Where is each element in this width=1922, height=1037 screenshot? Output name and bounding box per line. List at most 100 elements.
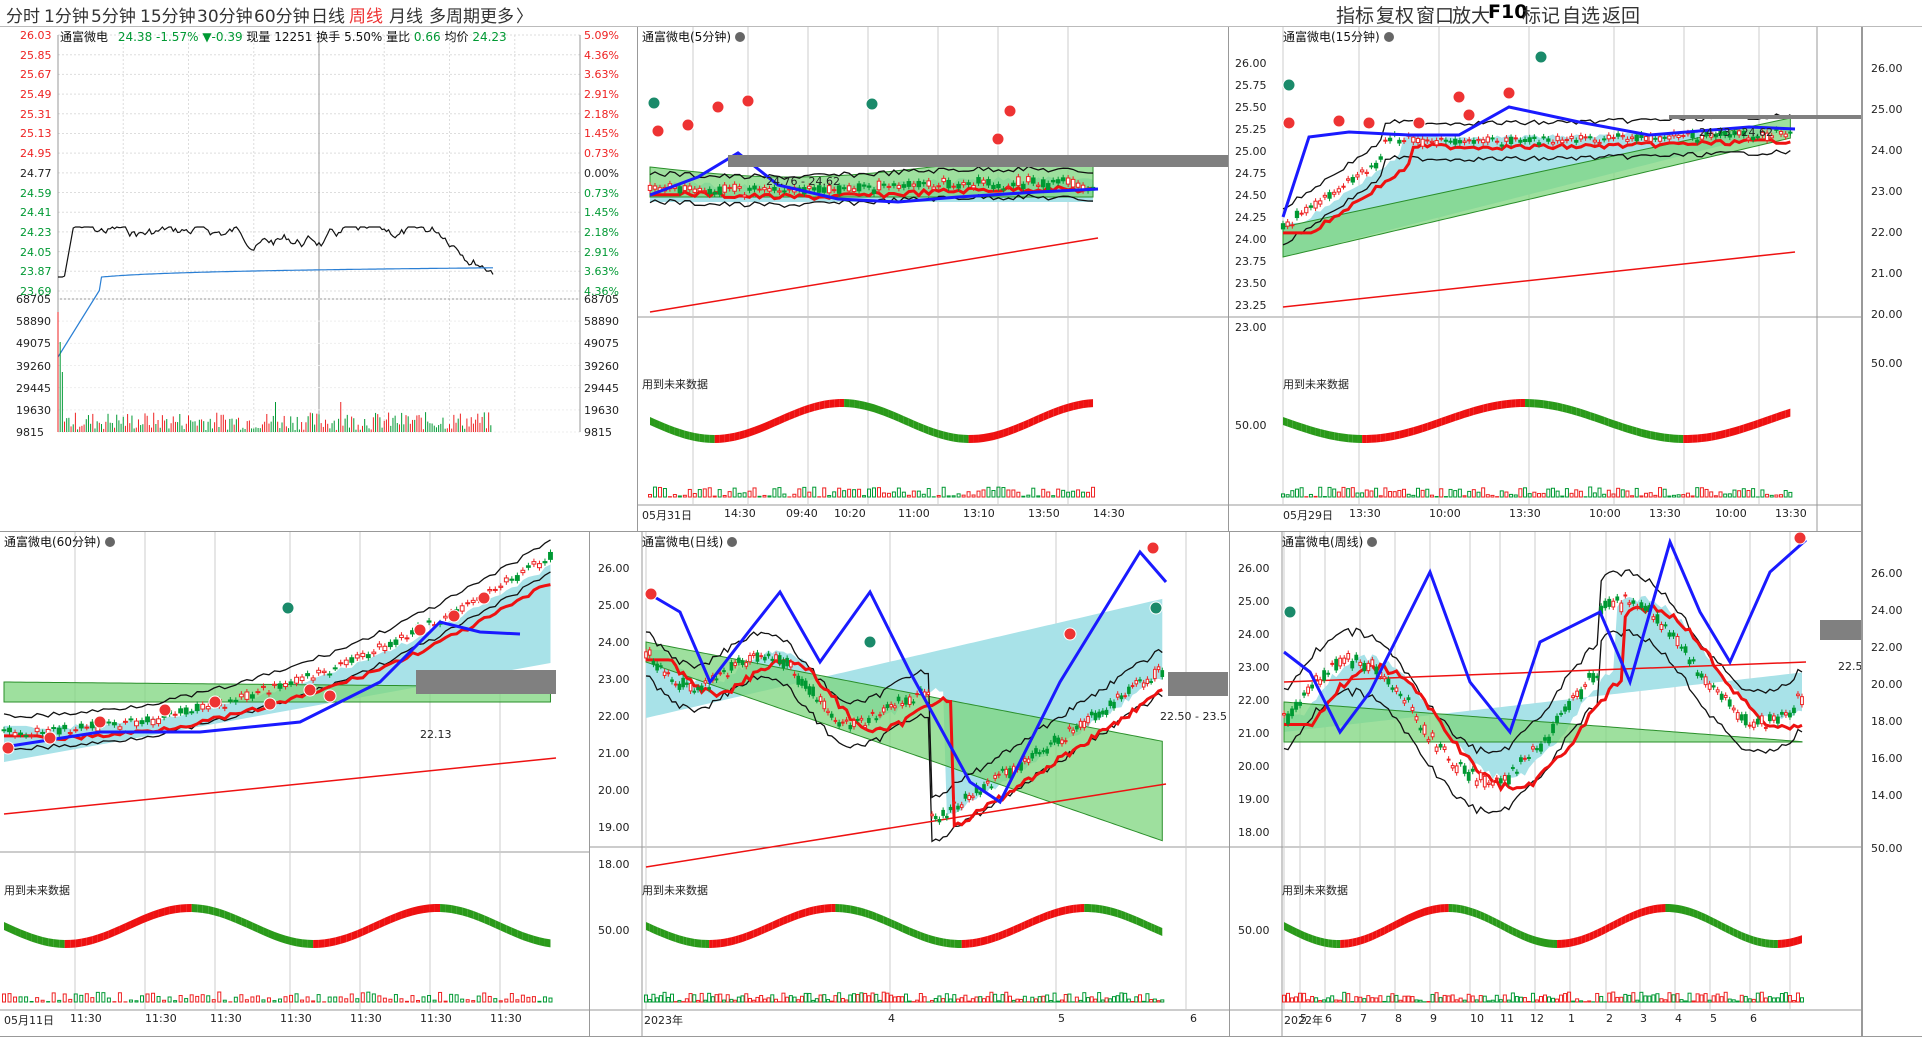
histogram-bar <box>857 488 862 498</box>
tab-weekly[interactable]: 周线 <box>349 7 383 27</box>
indicator-band <box>729 432 735 442</box>
candle-body <box>677 186 683 194</box>
mark-button[interactable]: 标记 <box>1522 5 1561 27</box>
tab-more[interactable]: 更多 <box>480 7 514 27</box>
candle-body <box>1662 136 1667 139</box>
candle-body <box>1322 194 1328 198</box>
histogram-bar <box>416 1000 420 1003</box>
candle-body <box>376 643 382 648</box>
time-axis-label: 10:00 <box>1429 507 1461 520</box>
histogram-bar <box>751 999 756 1003</box>
settings-icon[interactable] <box>104 537 115 547</box>
window-button[interactable]: 窗口 <box>1416 5 1455 27</box>
histogram-bar <box>1414 999 1419 1003</box>
tab-15min[interactable]: 15分钟 <box>140 7 196 27</box>
histogram-bar <box>811 999 816 1003</box>
chart-panel-60min[interactable]: 通富微电(60分钟) 22.13 用到未来数据 05月11日 11:30 11:30… <box>0 532 590 1037</box>
tab-monthly[interactable]: 月线 <box>389 7 423 27</box>
price-tick: 24.59 <box>20 186 52 200</box>
tab-5min[interactable]: 5分钟 <box>91 7 136 27</box>
more-arrow-icon[interactable]: 〉 <box>516 7 533 27</box>
candle-body <box>846 185 852 192</box>
candle-body <box>1715 689 1720 693</box>
f10-button[interactable]: F10 <box>1488 1 1528 23</box>
chart-panel-5min[interactable]: 通富微电(5分钟) 24.76 - 24.62 用到未来数据 05月31日 14:… <box>638 27 1229 532</box>
candle-body <box>1611 137 1616 140</box>
kline-chart-60min[interactable] <box>0 532 590 1037</box>
settings-icon[interactable] <box>735 32 745 42</box>
indicator-band <box>1793 936 1798 946</box>
indicator-band <box>1444 904 1449 913</box>
indicator-band <box>920 931 925 942</box>
candle-body <box>867 717 871 723</box>
settings-icon[interactable] <box>727 537 738 547</box>
histogram-bar <box>1787 995 1792 1003</box>
histogram-bar <box>886 492 891 498</box>
histogram-bar <box>1739 994 1744 1003</box>
indicator-band <box>153 909 159 920</box>
histogram-bar <box>878 999 882 1003</box>
indicator-band <box>1106 906 1111 916</box>
candle-body <box>826 185 832 194</box>
indicator-band <box>1356 936 1361 946</box>
tab-daily[interactable]: 日线 <box>311 7 345 27</box>
adjust-button[interactable]: 复权 <box>1376 5 1415 27</box>
histogram-bar <box>1438 997 1443 1003</box>
histogram-bar <box>1510 992 1515 1003</box>
candle-body <box>777 190 782 193</box>
histogram-bar <box>702 488 707 498</box>
tab-60min[interactable]: 60分钟 <box>254 7 310 27</box>
candle-body <box>687 185 693 191</box>
candle-body <box>1591 673 1596 683</box>
histogram-bar <box>956 493 961 498</box>
indicator-button[interactable]: 指标 <box>1336 5 1375 27</box>
kline-chart-daily[interactable] <box>590 532 1230 1037</box>
long-trend-line <box>1282 251 1796 308</box>
candle-body <box>305 673 311 677</box>
settings-icon[interactable] <box>1383 32 1394 42</box>
intraday-chart[interactable] <box>0 27 638 532</box>
chart-panel-weekly[interactable]: 通富微电(周线) 22.50 用到未来数据 26.0025.0024.0023.… <box>1230 532 1862 1037</box>
histogram-bar <box>51 992 56 1003</box>
zoom-button[interactable]: 放大 <box>1452 5 1491 27</box>
indicator-band <box>1605 923 1610 934</box>
candle-body <box>1711 685 1716 688</box>
indicator-band <box>1284 922 1289 933</box>
kline-chart-5min[interactable] <box>638 27 1229 532</box>
ma-line <box>4 583 551 742</box>
candle-body <box>382 645 388 651</box>
kline-chart-15min[interactable] <box>1229 27 1862 532</box>
candle-body <box>1771 715 1776 721</box>
tab-multi-period[interactable]: 多周期 <box>429 7 480 27</box>
histogram-bar <box>1746 490 1751 498</box>
chart-panel-daily[interactable]: 通富微电(日线) 22.50 - 23.5 用到未来数据 26.00 25.00 2… <box>590 532 1230 1037</box>
tab-30min[interactable]: 30分钟 <box>197 7 253 27</box>
histogram-bar <box>666 996 671 1003</box>
candle-body <box>1481 139 1486 144</box>
candle-body <box>56 727 62 735</box>
tab-timeshare[interactable]: 分时 <box>6 7 40 27</box>
candle-body <box>23 735 29 738</box>
histogram-bar <box>250 996 255 1003</box>
settings-icon[interactable] <box>1367 537 1378 547</box>
candle-body <box>885 704 890 709</box>
indicator-band <box>1729 427 1735 437</box>
candle-body <box>1378 156 1383 160</box>
tab-1min[interactable]: 1分钟 <box>44 7 89 27</box>
histogram-bar <box>1458 997 1463 1003</box>
indicator-band <box>943 938 947 948</box>
candle-body <box>1560 139 1565 144</box>
kline-chart-weekly[interactable] <box>1230 532 1862 1037</box>
watchlist-button[interactable]: 自选 <box>1562 5 1601 27</box>
indicator-band <box>1665 904 1670 913</box>
intraday-chart-panel[interactable]: 通富微电 24.38 -1.57% ▼-0.39 现量 12251 换手 5.5… <box>0 27 638 532</box>
candle-body <box>1075 725 1079 730</box>
histogram-bar <box>892 996 897 1003</box>
indicator-band <box>943 431 949 441</box>
price-tick: 25.75 <box>1235 79 1267 92</box>
chart-panel-15min[interactable]: 通富微电(15分钟) 24.73 - 24.62 用到未来数据 26.00 25.… <box>1229 27 1862 532</box>
back-button[interactable]: 返回 <box>1602 5 1641 27</box>
histogram-bar <box>1138 994 1142 1003</box>
indicator-band <box>1487 402 1493 412</box>
candle-body <box>742 194 747 198</box>
